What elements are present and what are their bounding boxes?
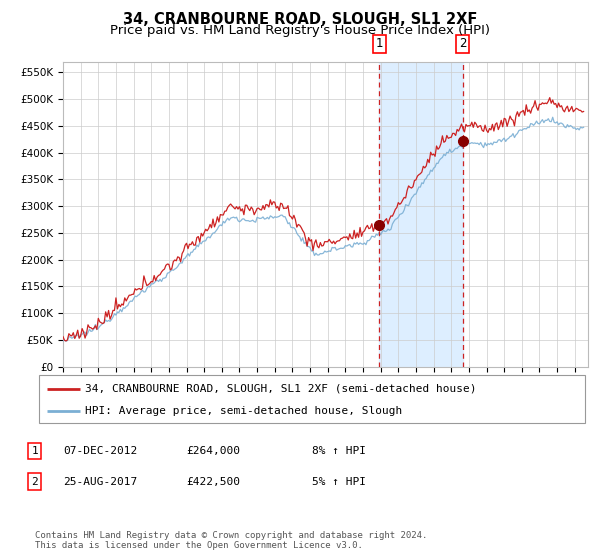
- Text: Contains HM Land Registry data © Crown copyright and database right 2024.
This d: Contains HM Land Registry data © Crown c…: [35, 530, 427, 550]
- Text: 1: 1: [376, 38, 383, 50]
- Bar: [379, 62, 463, 367]
- Text: 2: 2: [459, 38, 466, 50]
- Text: 5% ↑ HPI: 5% ↑ HPI: [312, 477, 366, 487]
- Text: Price paid vs. HM Land Registry's House Price Index (HPI): Price paid vs. HM Land Registry's House …: [110, 24, 490, 37]
- Text: 8% ↑ HPI: 8% ↑ HPI: [312, 446, 366, 456]
- Text: 07-DEC-2012: 07-DEC-2012: [63, 446, 137, 456]
- Text: 1: 1: [31, 446, 38, 456]
- Text: £264,000: £264,000: [186, 446, 240, 456]
- Text: 25-AUG-2017: 25-AUG-2017: [63, 477, 137, 487]
- Text: 34, CRANBOURNE ROAD, SLOUGH, SL1 2XF (semi-detached house): 34, CRANBOURNE ROAD, SLOUGH, SL1 2XF (se…: [85, 384, 477, 394]
- Text: £422,500: £422,500: [186, 477, 240, 487]
- Text: 2: 2: [31, 477, 38, 487]
- Text: 34, CRANBOURNE ROAD, SLOUGH, SL1 2XF: 34, CRANBOURNE ROAD, SLOUGH, SL1 2XF: [123, 12, 477, 27]
- Text: HPI: Average price, semi-detached house, Slough: HPI: Average price, semi-detached house,…: [85, 406, 403, 416]
- FancyBboxPatch shape: [39, 375, 585, 423]
